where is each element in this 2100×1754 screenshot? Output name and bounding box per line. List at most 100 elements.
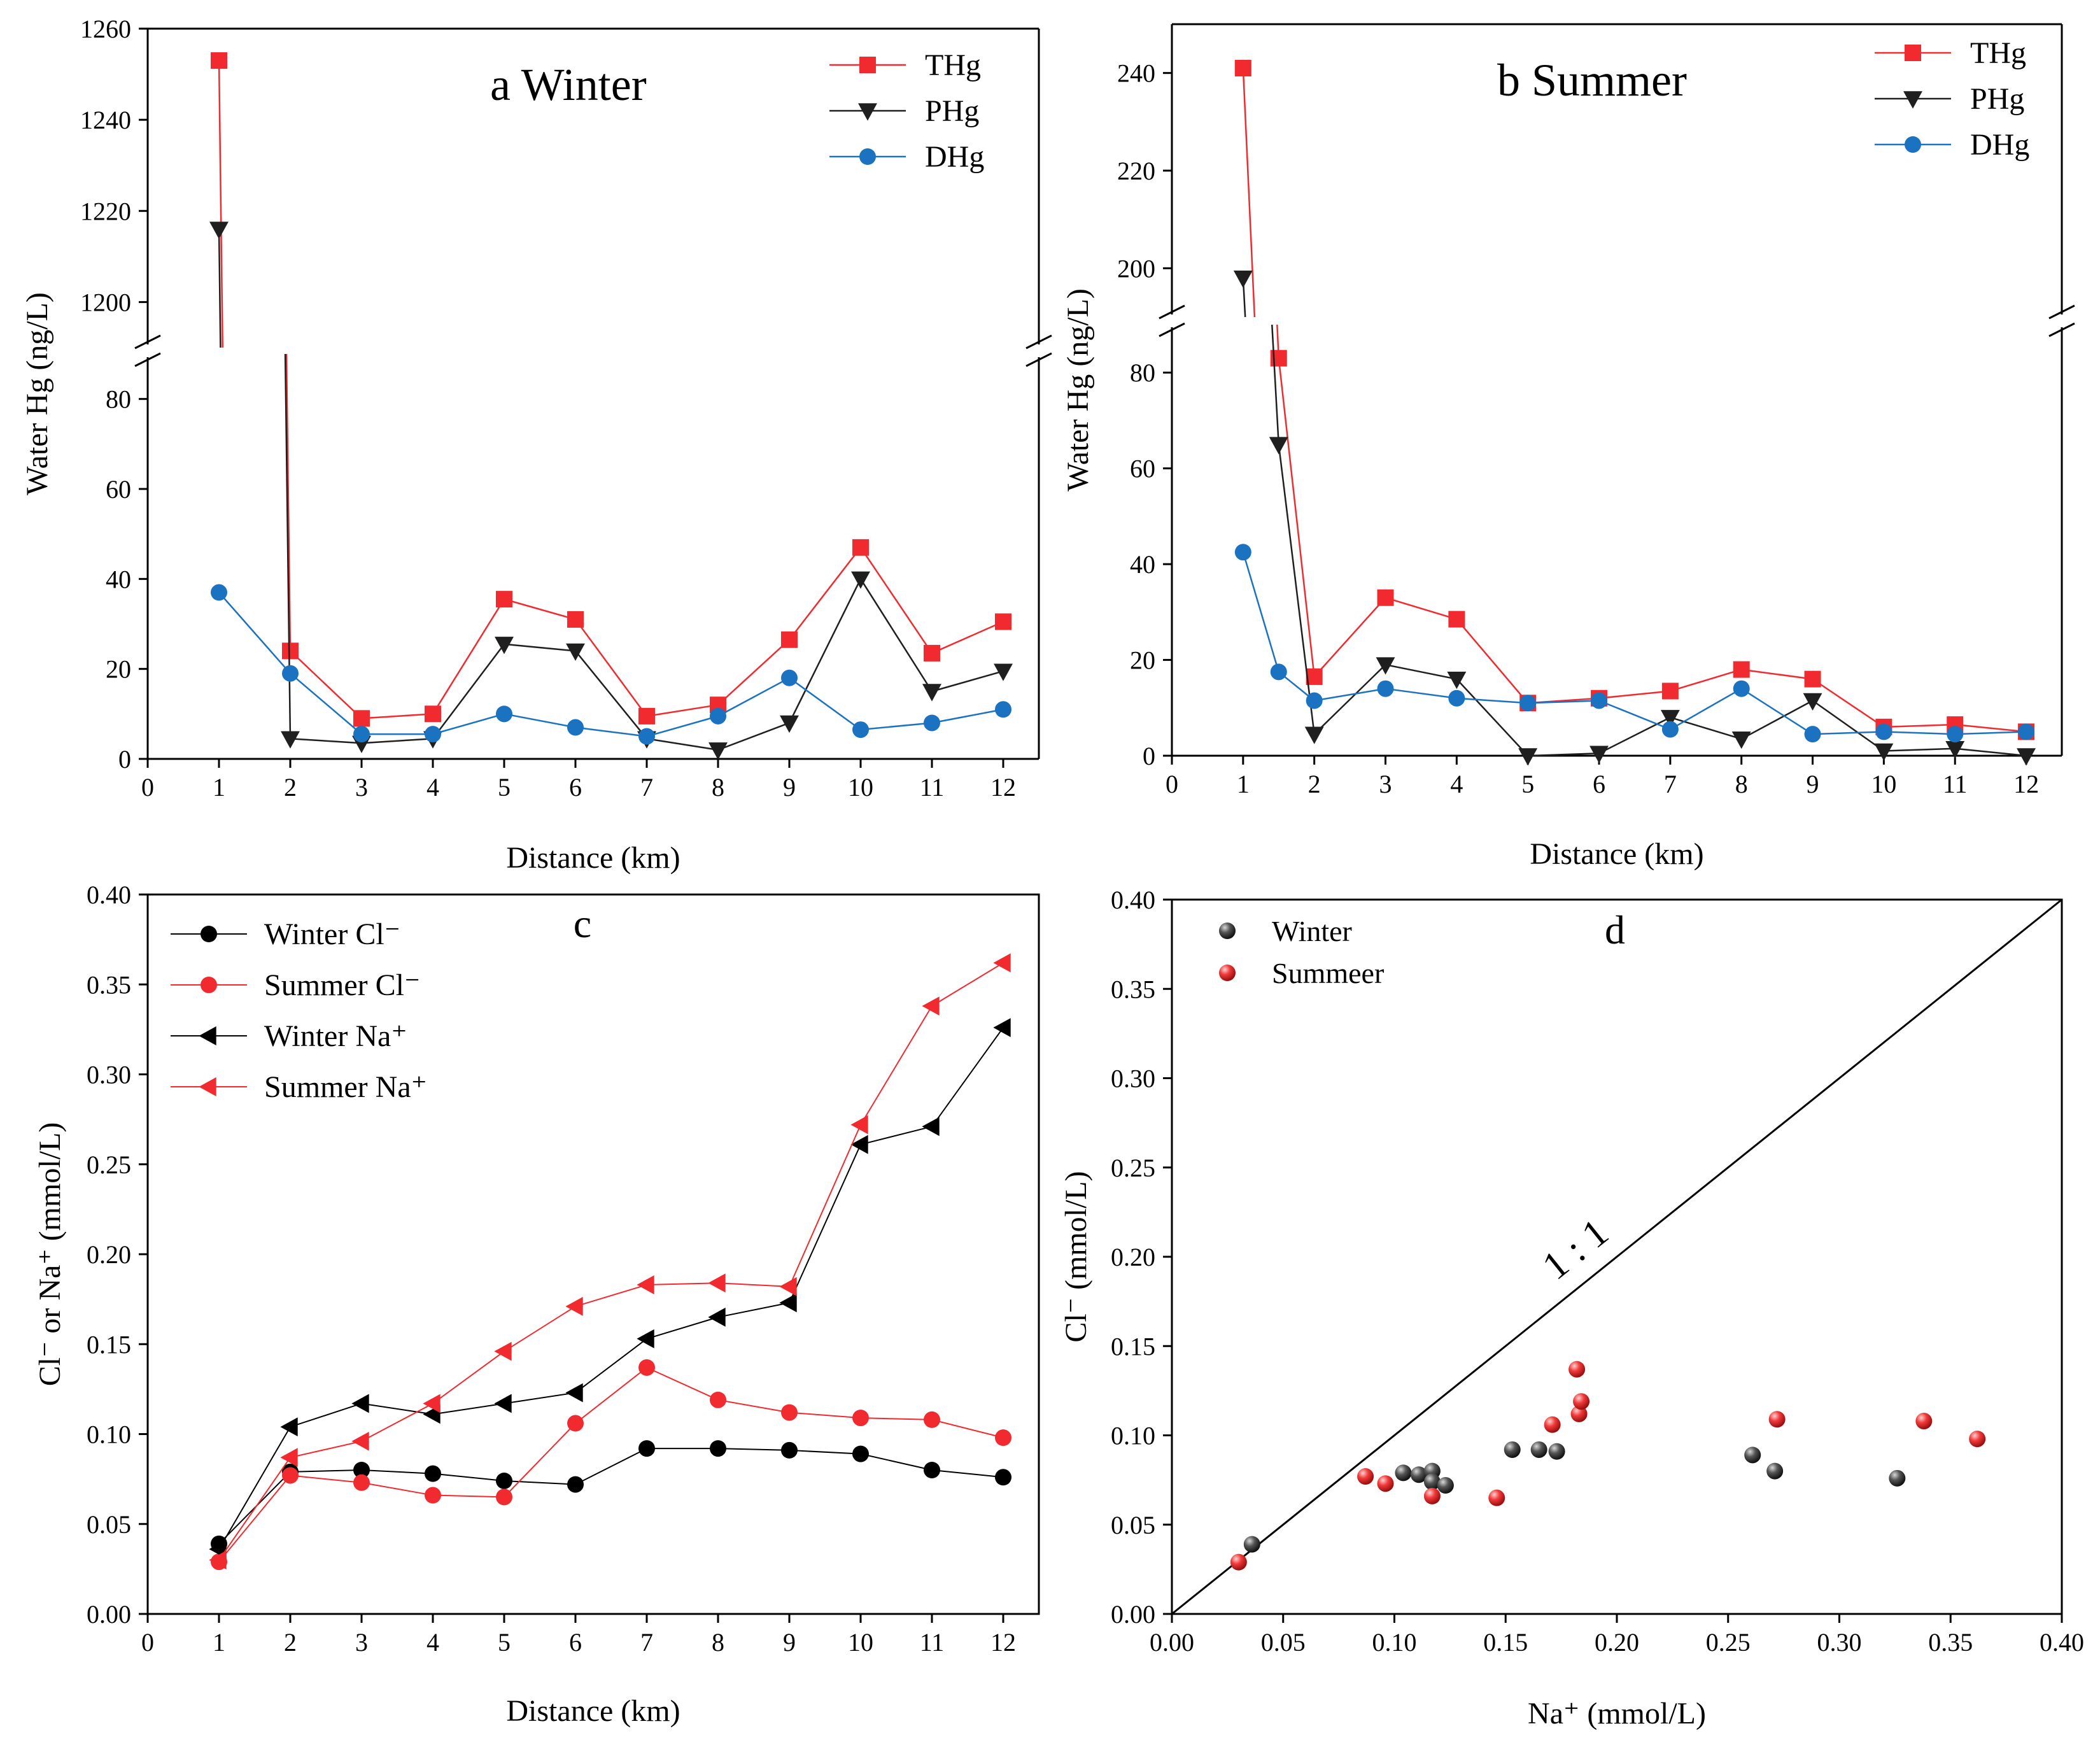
- panel-title: b Summer: [1497, 55, 1687, 106]
- legend-label: THg: [1970, 36, 2026, 70]
- series-line-segment: [789, 1124, 861, 1287]
- series-line-segment: [859, 578, 933, 692]
- axis-break-mark: [134, 352, 161, 367]
- dhg-point: [1377, 680, 1394, 697]
- y-tick-label: 1200: [80, 288, 131, 316]
- dhg-point: [638, 728, 655, 745]
- data-point: [494, 1341, 512, 1361]
- data-point: [425, 1487, 441, 1504]
- legend-marker: [858, 103, 877, 121]
- data-point: [496, 1472, 512, 1489]
- phg-point: [1660, 710, 1680, 728]
- y-tick-label: 200: [1117, 254, 1155, 283]
- y-tick-label: 60: [106, 475, 131, 504]
- data-point: [924, 1462, 940, 1478]
- data-point: [779, 1293, 797, 1313]
- phg-point: [1376, 657, 1395, 675]
- x-tick-label: 6: [569, 1628, 582, 1657]
- x-axis-label: Distance (km): [506, 1694, 680, 1728]
- series-line-segment: [789, 547, 861, 640]
- series-line-segment: [504, 598, 576, 621]
- series-line-segment: [290, 672, 362, 735]
- series-line-segment: [1670, 716, 1742, 740]
- data-point: [850, 1135, 868, 1154]
- dhg-point: [425, 726, 441, 743]
- legend-marker: [1905, 45, 1921, 61]
- phg-point: [1269, 437, 1288, 455]
- series-line-segment: [1741, 668, 1813, 680]
- x-tick-label: 1: [213, 773, 225, 802]
- axis-break-mark: [134, 334, 161, 350]
- axis-break-mark: [2048, 322, 2075, 337]
- x-tick-label: 2: [284, 1628, 297, 1657]
- series-line-segment: [1242, 551, 1279, 672]
- series-line-segment: [432, 1403, 505, 1415]
- series-line-segment: [432, 1350, 505, 1404]
- dhg-point: [1591, 692, 1608, 709]
- series-line-segment: [860, 1126, 933, 1145]
- phg-point: [281, 731, 300, 749]
- series-line-segment: [860, 722, 933, 731]
- y-tick-label: 0.35: [87, 970, 131, 999]
- data-point: [638, 1440, 655, 1457]
- series-line-segment: [504, 1306, 576, 1352]
- y-tick-label: 80: [106, 385, 131, 414]
- legend-marker: [1219, 923, 1236, 939]
- legend-marker: [1903, 91, 1922, 109]
- data-point: [781, 1404, 798, 1421]
- data-point: [353, 1474, 370, 1491]
- x-tick-label: 7: [1664, 770, 1677, 798]
- legend-label: PHg: [925, 94, 979, 128]
- phg-point: [495, 637, 514, 654]
- one-to-one-annotation: 1 : 1: [1535, 1210, 1617, 1288]
- data-point: [710, 1391, 726, 1408]
- x-tick-label: 4: [426, 773, 439, 802]
- thg-point: [282, 642, 299, 660]
- y-axis-label: Cl⁻ or Na⁺ (mmol/L): [33, 1122, 67, 1387]
- legend-marker: [859, 57, 876, 73]
- phg-point: [1518, 748, 1538, 766]
- y-tick-label: 0.30: [1111, 1064, 1155, 1093]
- phg-point: [1731, 731, 1751, 749]
- y-axis-label: Water Hg (ng/L): [1061, 288, 1095, 492]
- series-line-segment: [1741, 688, 1814, 735]
- x-tick-label: 1: [213, 1628, 225, 1657]
- y-tick-label: 0.20: [87, 1240, 131, 1269]
- y-tick-label: 0.00: [87, 1600, 131, 1629]
- x-tick-label: 1: [1237, 770, 1250, 798]
- axis-break-mark: [2048, 304, 2075, 320]
- legend-marker: [199, 1077, 216, 1096]
- dhg-point: [1519, 695, 1537, 712]
- series-line-segment: [361, 737, 433, 744]
- summeer-point: [1568, 1361, 1586, 1378]
- series-line-segment: [789, 1449, 861, 1455]
- series-line-segment: [931, 1469, 1004, 1478]
- x-tick-label: 0.10: [1372, 1628, 1417, 1657]
- dhg-point: [1875, 723, 1892, 740]
- phg-point: [1803, 693, 1822, 711]
- data-point: [425, 1465, 441, 1482]
- series-line-segment: [1456, 678, 1529, 756]
- series-line-segment: [285, 353, 292, 651]
- series-line-segment: [717, 1302, 790, 1318]
- winter-point: [1548, 1443, 1565, 1460]
- data-point: [850, 1115, 868, 1135]
- x-tick-label: 0.30: [1817, 1628, 1862, 1657]
- series-line-segment: [1313, 597, 1386, 677]
- summeer-point: [1915, 1413, 1933, 1430]
- axis-break-mark: [1025, 352, 1052, 367]
- summeer-point: [1488, 1489, 1505, 1506]
- data-point: [565, 1383, 583, 1403]
- series-line-segment: [717, 1448, 790, 1451]
- data-point: [637, 1275, 654, 1294]
- dhg-point: [2018, 723, 2035, 740]
- phg-point: [708, 742, 728, 760]
- data-point: [924, 1411, 940, 1428]
- series-line-segment: [361, 1482, 433, 1496]
- x-tick-label: 9: [783, 773, 796, 802]
- data-point: [708, 1307, 726, 1327]
- axis-break-mark: [1025, 334, 1052, 350]
- y-tick-label: 0.35: [1111, 975, 1155, 1003]
- series-line-segment: [1955, 747, 2027, 757]
- thg-point: [995, 613, 1011, 630]
